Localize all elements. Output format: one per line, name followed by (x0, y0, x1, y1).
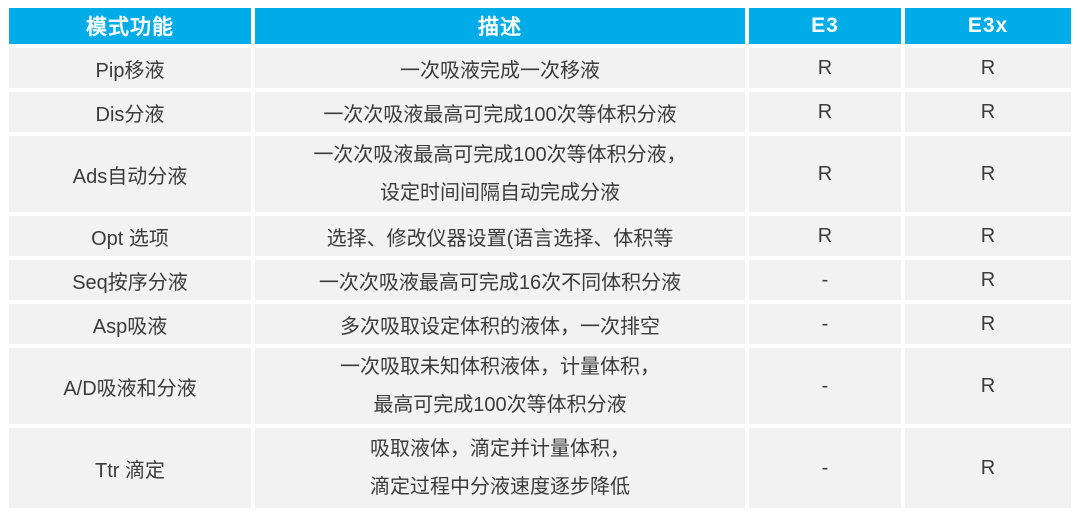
e3x-cell: R (905, 136, 1071, 212)
table-row-seq: Seq按序分液 一次次吸液最高可完成16次不同体积分液 - R (9, 260, 1071, 300)
desc-cell: 一次吸液完成一次移液 (255, 48, 745, 88)
mode-comparison-table: 模式功能 描述 E3 E3x Pip移液 一次吸液完成一次移液 R R Dis分… (5, 4, 1075, 512)
mode-cell: Seq按序分液 (9, 260, 251, 300)
desc-line: 一次次吸液最高可完成100次等体积分液， (313, 144, 687, 166)
e3x-cell: R (905, 304, 1071, 344)
desc-cell: 一次次吸液最高可完成100次等体积分液 (255, 92, 745, 132)
desc-line: 一次吸取未知体积液体，计量体积， (340, 356, 660, 378)
e3-cell: R (749, 48, 901, 88)
e3x-cell: R (905, 216, 1071, 256)
header-e3: E3 (749, 8, 901, 44)
e3-cell: R (749, 136, 901, 212)
table-row-pip: Pip移液 一次吸液完成一次移液 R R (9, 48, 1071, 88)
table-row-ttr: Ttr 滴定 吸取液体，滴定并计量体积， 滴定过程中分液速度逐步降低 - R (9, 428, 1071, 508)
mode-cell: A/D吸液和分液 (9, 348, 251, 424)
table-row-opt: Opt 选项 选择、修改仪器设置(语言选择、体积等 R R (9, 216, 1071, 256)
e3-cell: R (749, 92, 901, 132)
table-row-asp: Asp吸液 多次吸取设定体积的液体，一次排空 - R (9, 304, 1071, 344)
mode-cell: Dis分液 (9, 92, 251, 132)
e3x-cell: R (905, 428, 1071, 508)
table-row-ads: Ads自动分液 一次次吸液最高可完成100次等体积分液， 设定时间间隔自动完成分… (9, 136, 1071, 212)
header-e3x: E3x (905, 8, 1071, 44)
desc-cell: 多次吸取设定体积的液体，一次排空 (255, 304, 745, 344)
e3-cell: - (749, 304, 901, 344)
table-row-ad: A/D吸液和分液 一次吸取未知体积液体，计量体积， 最高可完成100次等体积分液… (9, 348, 1071, 424)
e3x-cell: R (905, 48, 1071, 88)
e3x-cell: R (905, 348, 1071, 424)
e3-cell: - (749, 348, 901, 424)
e3-cell: - (749, 428, 901, 508)
desc-line: 吸取液体，滴定并计量体积， (370, 438, 630, 460)
desc-cell: 一次次吸液最高可完成16次不同体积分液 (255, 260, 745, 300)
desc-line: 滴定过程中分液速度逐步降低 (370, 476, 630, 498)
desc-line: 最高可完成100次等体积分液 (373, 394, 627, 416)
e3-cell: R (749, 216, 901, 256)
desc-cell: 吸取液体，滴定并计量体积， 滴定过程中分液速度逐步降低 (255, 428, 745, 508)
mode-cell: Ads自动分液 (9, 136, 251, 212)
desc-cell: 一次吸取未知体积液体，计量体积， 最高可完成100次等体积分液 (255, 348, 745, 424)
mode-cell: Asp吸液 (9, 304, 251, 344)
table-header-row: 模式功能 描述 E3 E3x (9, 8, 1071, 44)
mode-cell: Ttr 滴定 (9, 428, 251, 508)
e3x-cell: R (905, 260, 1071, 300)
mode-cell: Pip移液 (9, 48, 251, 88)
desc-line: 设定时间间隔自动完成分液 (380, 182, 620, 204)
desc-cell: 选择、修改仪器设置(语言选择、体积等 (255, 216, 745, 256)
e3-cell: - (749, 260, 901, 300)
mode-cell: Opt 选项 (9, 216, 251, 256)
e3x-cell: R (905, 92, 1071, 132)
header-description: 描述 (255, 8, 745, 44)
desc-cell: 一次次吸液最高可完成100次等体积分液， 设定时间间隔自动完成分液 (255, 136, 745, 212)
table-row-dis: Dis分液 一次次吸液最高可完成100次等体积分液 R R (9, 92, 1071, 132)
header-mode-function: 模式功能 (9, 8, 251, 44)
